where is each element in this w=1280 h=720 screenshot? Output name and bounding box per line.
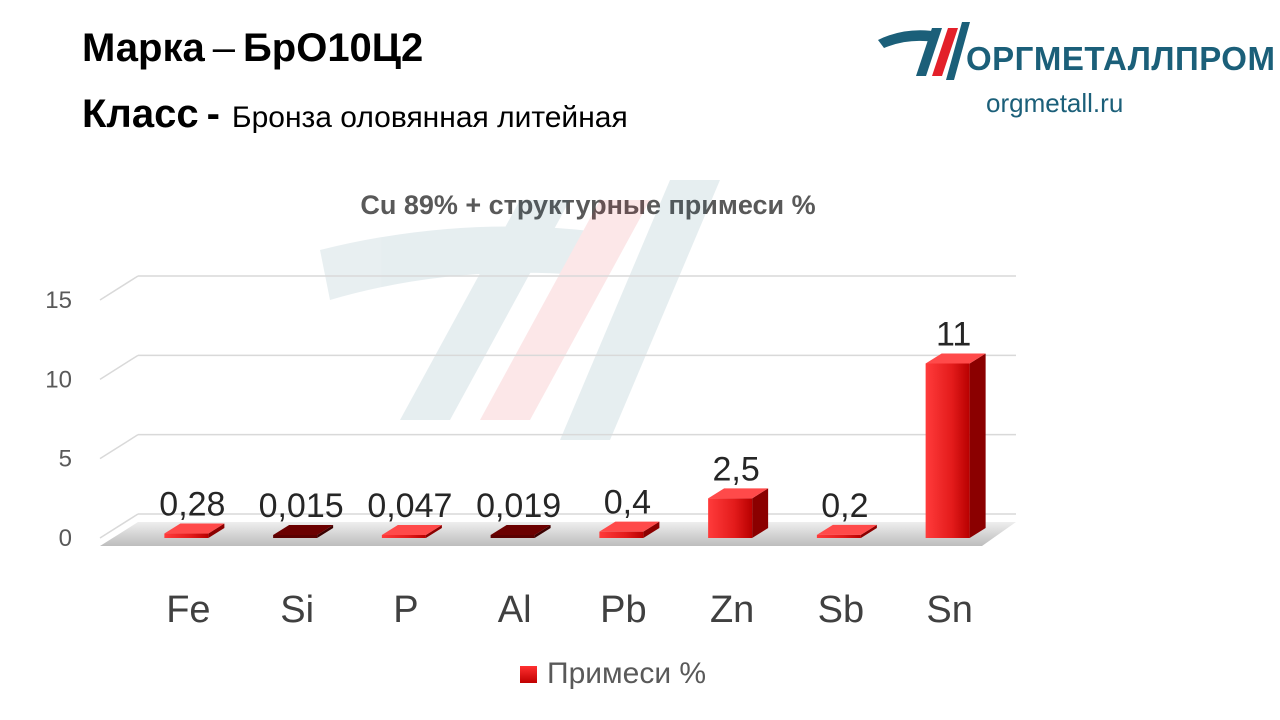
class-heading: Класс - Бронза оловянная литейная (82, 92, 628, 137)
legend-swatch (520, 665, 537, 683)
chart-title: Cu 89% + структурные примеси % (360, 190, 816, 220)
bar-side (752, 488, 769, 538)
bar-top (273, 525, 334, 535)
brand-logo: ОРГМЕТАЛЛПРОМ orgmetall.ru (876, 18, 1275, 118)
bar-p (381, 535, 426, 538)
y-tick-label: 0 (59, 525, 72, 552)
class-label: Класс (82, 92, 199, 136)
data-label: 0,047 (367, 487, 452, 525)
x-tick-label: Sn (926, 589, 972, 631)
bar-si (273, 535, 318, 538)
x-tick-label: Fe (166, 589, 210, 631)
x-tick-label: Zn (710, 589, 754, 631)
bar-pb (599, 531, 644, 538)
data-label: 0,2 (821, 487, 868, 525)
data-label: 0,015 (259, 487, 344, 525)
bar-top (381, 525, 442, 535)
y-axis-ticks: 0 5 10 15 (45, 287, 72, 552)
bar-sn (925, 363, 970, 538)
x-axis-labels: Fe Si P Al Pb Zn Sb Sn (166, 589, 973, 631)
chart-floor (100, 522, 1016, 546)
chart-legend: Примеси % (520, 657, 706, 691)
data-label: 0,28 (159, 486, 225, 524)
bar-side (208, 523, 225, 538)
x-tick-label: P (393, 589, 418, 631)
x-tick-label: Sb (818, 589, 864, 631)
class-value: Бронза оловянная литейная (231, 101, 628, 134)
x-tick-label: Si (280, 589, 314, 631)
y-tick-label: 5 (59, 446, 72, 473)
bar-side (425, 525, 442, 538)
chart-grid (99, 275, 1016, 539)
bar-sb (816, 534, 861, 538)
bar-side (534, 525, 551, 538)
bar-fe (164, 533, 209, 538)
background-watermark-icon (320, 180, 720, 440)
bar-zn (708, 498, 753, 538)
grade-dash: – (212, 26, 236, 70)
data-label: 2,5 (712, 450, 759, 488)
y-tick-label: 10 (45, 366, 72, 393)
brand-name: ОРГМЕТАЛЛПРОМ (966, 40, 1276, 77)
x-tick-label: Pb (600, 589, 646, 631)
bar-top (164, 523, 225, 534)
brand-url: orgmetall.ru (986, 88, 1124, 118)
bar-side (969, 353, 986, 538)
chart-bars: 0,28 0,015 0,047 0,019 0,4 2,5 0,2 11 (159, 315, 986, 538)
data-label: 0,019 (476, 487, 561, 525)
bar-side (643, 521, 660, 538)
bar-top (490, 525, 551, 535)
bar-side (317, 525, 334, 538)
grade-value: БрО10Ц2 (243, 26, 424, 70)
grade-label: Марка (82, 26, 205, 70)
grade-heading: Марка – БрО10Ц2 (82, 26, 423, 71)
brand-emblem-icon (878, 22, 970, 80)
bar-top (599, 521, 660, 532)
bar-top (925, 353, 986, 364)
legend-label: Примеси % (547, 657, 707, 690)
bar-top (708, 488, 769, 499)
bar-top (816, 524, 877, 535)
bar-side (860, 524, 877, 538)
bar-al (490, 535, 535, 538)
x-tick-label: Al (498, 589, 532, 631)
data-label: 11 (936, 315, 971, 353)
data-label: 0,4 (604, 484, 651, 522)
y-tick-label: 15 (45, 287, 72, 314)
class-separator: - (206, 92, 220, 136)
